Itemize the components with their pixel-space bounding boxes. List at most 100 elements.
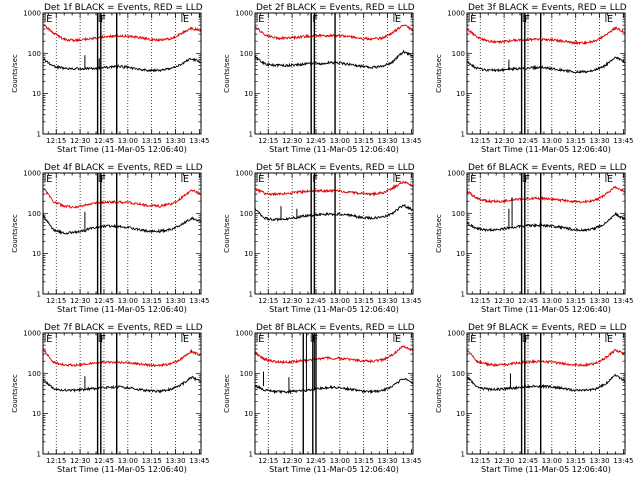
plot-frame xyxy=(466,12,626,135)
flag-label: F xyxy=(100,174,106,185)
plot-frame xyxy=(42,172,202,295)
x-tick-label: 12:15 xyxy=(46,457,66,465)
y-tick-label: 1000 xyxy=(235,330,253,338)
x-tick-label: 13:00 xyxy=(330,457,350,465)
x-tick-label: 12:15 xyxy=(46,137,66,145)
y-axis-label: Counts/sec xyxy=(223,374,231,413)
x-axis-label: Start Time (11-Mar-05 12:06:40) xyxy=(269,305,399,314)
flag-label: E xyxy=(46,334,52,345)
x-tick-label: 13:00 xyxy=(542,457,562,465)
y-axis-label: Counts/sec xyxy=(223,214,231,253)
x-tick-label: 13:30 xyxy=(165,137,185,145)
y-tick-label: 10 xyxy=(32,90,41,98)
x-axis-label: Start Time (11-Mar-05 12:06:40) xyxy=(57,305,187,314)
lld-series-line xyxy=(42,348,201,368)
flag-label: E xyxy=(183,174,189,185)
x-tick-label: 12:15 xyxy=(470,137,490,145)
events-series-line xyxy=(466,56,625,74)
x-axis-label: Start Time (11-Mar-05 12:06:40) xyxy=(481,465,611,474)
x-tick-label: 13:30 xyxy=(589,457,609,465)
flag-label: E xyxy=(470,14,476,25)
x-tick-label: 13:45 xyxy=(613,137,633,145)
plot-frame xyxy=(254,12,414,135)
flag-label: E xyxy=(395,334,401,345)
x-tick-label: 13:15 xyxy=(354,297,374,305)
x-tick-label: 13:00 xyxy=(330,297,350,305)
panel-title: Det 8f BLACK = Events, RED = LLD xyxy=(256,323,415,333)
x-tick-label: 13:30 xyxy=(377,457,397,465)
x-tick-label: 12:45 xyxy=(94,297,114,305)
y-tick-label: 1000 xyxy=(23,170,41,178)
panel-title: Det 2f BLACK = Events, RED = LLD xyxy=(256,3,415,13)
y-tick-label: 1 xyxy=(249,291,253,299)
x-axis-label: Start Time (11-Mar-05 12:06:40) xyxy=(269,145,399,154)
x-tick-label: 12:45 xyxy=(94,457,114,465)
x-tick-label: 13:00 xyxy=(542,297,562,305)
flag-label: F xyxy=(100,334,106,345)
lld-series-line xyxy=(42,188,201,209)
y-tick-label: 1 xyxy=(249,131,253,139)
events-series-line xyxy=(42,213,201,235)
y-tick-label: 1 xyxy=(461,451,465,459)
x-tick-label: 12:45 xyxy=(518,457,538,465)
y-axis-label: Counts/sec xyxy=(11,54,19,93)
x-tick-label: 13:00 xyxy=(118,457,138,465)
y-tick-label: 100 xyxy=(28,50,41,58)
plot-frame xyxy=(42,12,202,135)
x-tick-label: 12:45 xyxy=(94,137,114,145)
x-tick-label: 13:30 xyxy=(589,297,609,305)
events-series-line xyxy=(254,377,413,395)
panel-title: Det 4f BLACK = Events, RED = LLD xyxy=(44,163,203,173)
y-tick-label: 1000 xyxy=(235,10,253,18)
x-tick-label: 12:15 xyxy=(258,457,278,465)
flag-label: E xyxy=(607,334,613,345)
y-tick-label: 10 xyxy=(456,250,465,258)
x-tick-label: 12:30 xyxy=(494,137,514,145)
x-tick-label: 12:30 xyxy=(70,457,90,465)
y-tick-label: 10 xyxy=(244,410,253,418)
flag-label: E xyxy=(258,174,264,185)
x-tick-label: 12:15 xyxy=(46,297,66,305)
x-tick-label: 13:45 xyxy=(613,457,633,465)
flag-label: E xyxy=(395,14,401,25)
y-tick-label: 1 xyxy=(37,131,41,139)
x-tick-label: 13:45 xyxy=(189,457,209,465)
x-tick-label: 13:15 xyxy=(566,297,586,305)
panel-title: Det 9f BLACK = Events, RED = LLD xyxy=(468,323,627,333)
lld-series-line xyxy=(466,26,625,46)
x-axis-label: Start Time (11-Mar-05 12:06:40) xyxy=(481,305,611,314)
y-tick-label: 10 xyxy=(32,410,41,418)
x-tick-label: 12:30 xyxy=(494,297,514,305)
x-tick-label: 12:30 xyxy=(282,137,302,145)
x-tick-label: 13:00 xyxy=(118,137,138,145)
flag-label: E xyxy=(258,334,264,345)
flag-label: F xyxy=(524,14,530,25)
flag-label: F xyxy=(100,14,106,25)
y-tick-label: 100 xyxy=(240,210,253,218)
flag-label: E xyxy=(258,14,264,25)
y-tick-label: 1 xyxy=(37,451,41,459)
x-tick-label: 13:00 xyxy=(542,137,562,145)
y-tick-label: 10 xyxy=(32,250,41,258)
events-series-line xyxy=(254,49,413,70)
x-tick-label: 12:15 xyxy=(258,297,278,305)
y-tick-label: 100 xyxy=(240,50,253,58)
flag-label: E xyxy=(470,334,476,345)
flag-label: F xyxy=(312,174,318,185)
events-series-line xyxy=(466,373,625,393)
flag-label: E xyxy=(46,14,52,25)
x-axis-label: Start Time (11-Mar-05 12:06:40) xyxy=(57,145,187,154)
y-tick-label: 1000 xyxy=(235,170,253,178)
lld-series-line xyxy=(466,348,625,368)
x-tick-label: 12:45 xyxy=(518,137,538,145)
plot-frame xyxy=(466,332,626,455)
flag-label: E xyxy=(46,174,52,185)
flag-label: E xyxy=(470,174,476,185)
y-axis-label: Counts/sec xyxy=(435,214,443,253)
